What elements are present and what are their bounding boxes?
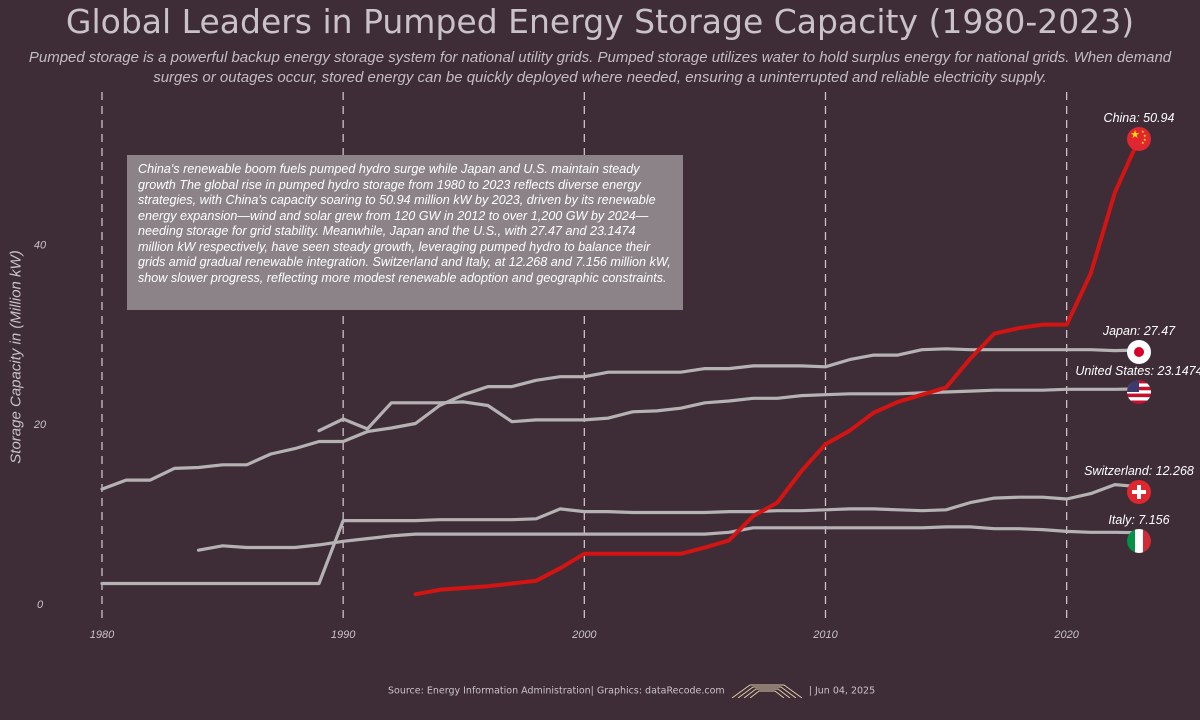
japan-end-label: Japan: 27.47	[1102, 324, 1176, 338]
date-text: | Jun 04, 2025	[808, 685, 876, 697]
united-states-end-label: United States: 23.1474	[1075, 364, 1200, 378]
svg-text:★: ★	[1141, 140, 1145, 145]
x-tick-label: 2010	[812, 629, 838, 641]
y-axis: 0 20 40	[33, 239, 47, 611]
italy-flag-icon	[1127, 529, 1151, 553]
switzerland-end-label: Switzerland: 12.268	[1084, 464, 1194, 478]
svg-text:★: ★	[1143, 137, 1147, 142]
chart-title: Global Leaders in Pumped Energy Storage …	[65, 2, 1135, 41]
x-tick-label: 1980	[90, 629, 115, 641]
x-tick-label: 1990	[331, 629, 356, 641]
svg-text:★: ★	[1143, 133, 1147, 138]
switzerland-line	[100, 483, 1141, 586]
y-tick-label: 20	[33, 419, 47, 431]
series-labels: China: 50.94 ★ ★★★★ Japan: 27.47 United Stat…	[1075, 111, 1200, 553]
datarecode-logo-icon	[731, 684, 803, 698]
footer: Source: Energy Information Administratio…	[388, 684, 875, 698]
united-states-line	[100, 347, 1141, 491]
japan-line	[317, 387, 1141, 433]
switzerland-flag-icon	[1127, 480, 1151, 504]
italy-line	[196, 525, 1141, 552]
svg-text:★: ★	[1141, 129, 1145, 134]
x-tick-label: 2020	[1053, 629, 1079, 641]
chart-subtitle: Pumped storage is a powerful backup ener…	[28, 49, 1172, 86]
svg-text:★: ★	[1130, 128, 1140, 141]
china-flag-icon: ★ ★★★★	[1127, 127, 1151, 151]
series-lines	[100, 137, 1141, 597]
italy-end-label: Italy: 7.156	[1108, 513, 1169, 527]
annotation-box: China's renewable boom fuels pumped hydr…	[127, 155, 683, 310]
japan-flag-icon	[1127, 340, 1151, 364]
source-text: Source: Energy Information Administratio…	[388, 685, 725, 697]
y-tick-label: 40	[34, 239, 47, 251]
china-line	[413, 137, 1141, 597]
x-axis: 1980 1990 2000 2010 2020	[90, 629, 1080, 641]
y-tick-label: 0	[37, 599, 44, 611]
y-axis-label: Storage Capacity in (Million kW)	[7, 250, 25, 464]
us-flag-icon	[1127, 380, 1151, 404]
china-end-label: China: 50.94	[1104, 111, 1175, 125]
x-tick-label: 2000	[571, 629, 597, 641]
